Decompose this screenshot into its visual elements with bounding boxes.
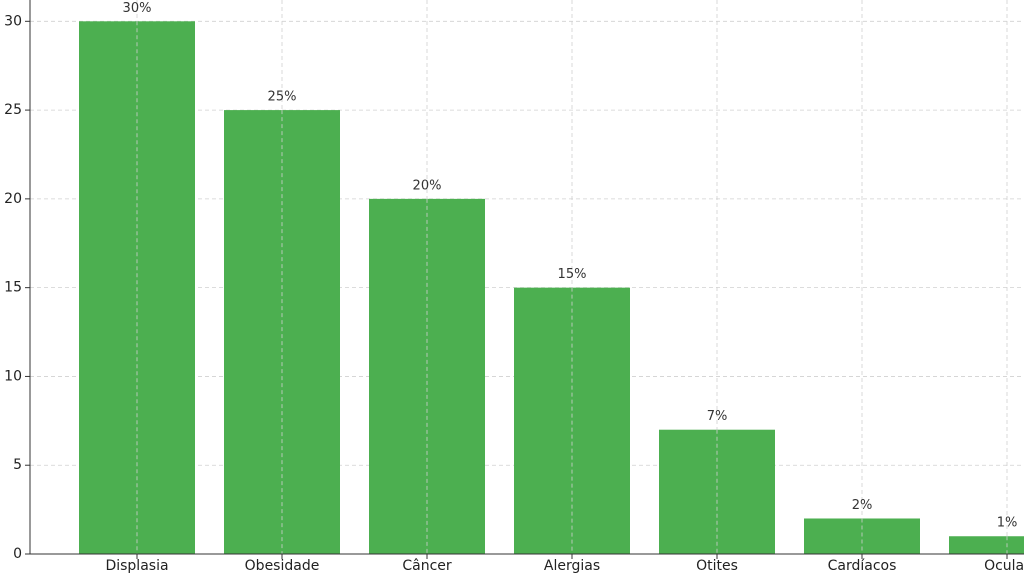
value-label: 15% (558, 267, 587, 282)
bar (949, 536, 1024, 554)
x-tick-label: Alergias (544, 558, 600, 574)
x-tick-label: Cardíacos (828, 558, 897, 574)
value-label: 25% (268, 90, 297, 105)
y-tick-label: 10 (4, 368, 22, 384)
y-tick-label: 0 (13, 546, 22, 562)
value-label: 1% (997, 516, 1018, 531)
x-tick-label: Displasia (105, 558, 168, 574)
y-tick-label: 15 (4, 280, 22, 296)
value-label: 7% (707, 409, 728, 424)
x-tick-label: Obesidade (245, 558, 320, 574)
y-tick-label: 5 (13, 457, 22, 473)
x-tick-label: Otites (696, 558, 738, 574)
bar (659, 429, 775, 554)
x-tick-label: Ocular (984, 558, 1024, 574)
x-tick-label: Câncer (402, 558, 452, 574)
y-tick-label: 30 (4, 13, 22, 29)
value-label: 30% (123, 1, 152, 16)
y-tick-label: 20 (4, 191, 22, 207)
value-label: 20% (413, 178, 442, 193)
value-label: 2% (852, 498, 873, 513)
y-tick-label: 25 (4, 102, 22, 118)
